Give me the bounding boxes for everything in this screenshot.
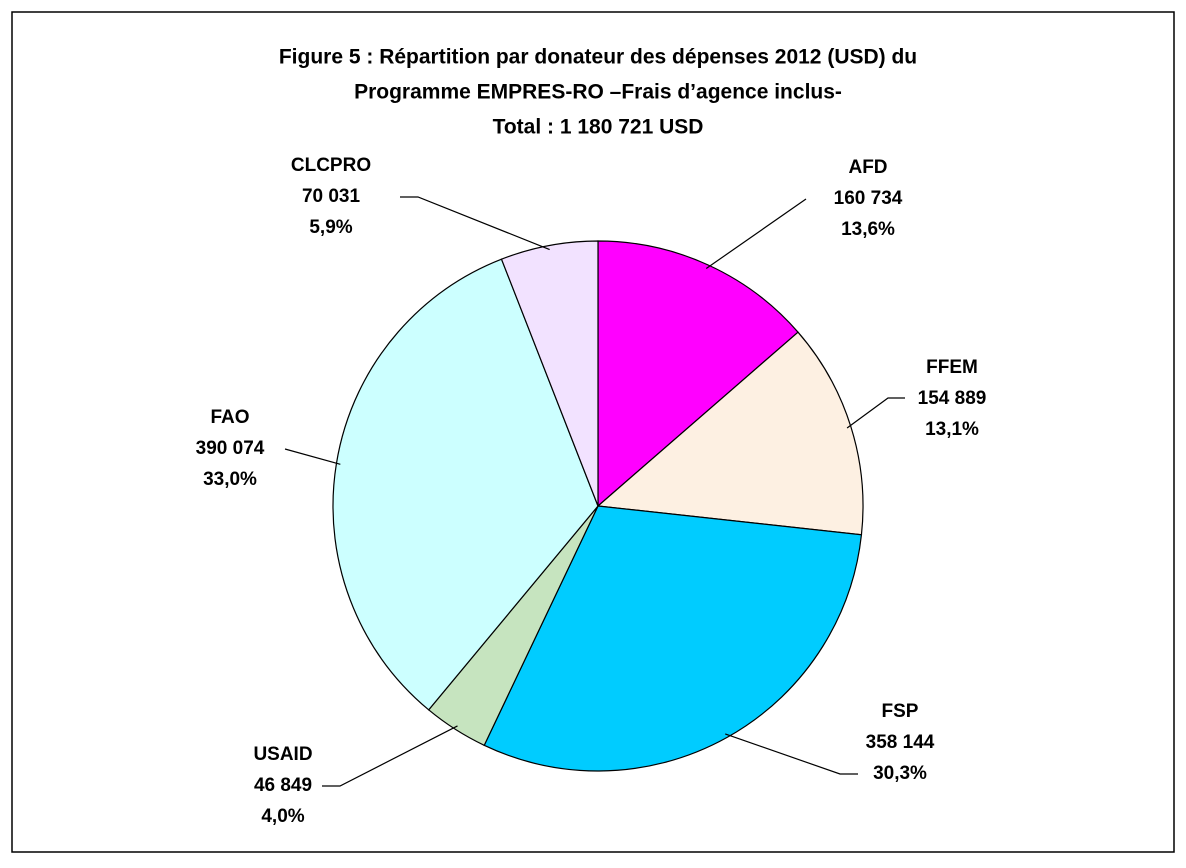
- category-label: FFEM: [926, 357, 978, 378]
- chart-title: Programme EMPRES-RO –Frais d’agence incl…: [354, 81, 842, 104]
- category-label: FAO: [210, 407, 249, 428]
- value-label: 358 144: [866, 732, 935, 753]
- value-label: 70 031: [302, 186, 361, 207]
- category-label: USAID: [253, 744, 312, 765]
- percentage-label: 5,9%: [309, 217, 352, 238]
- leader-line: [846, 397, 905, 429]
- category-label: CLCPRO: [291, 155, 371, 176]
- leader-line: [400, 196, 550, 251]
- value-label: 160 734: [834, 188, 903, 209]
- category-label: FSP: [882, 701, 919, 722]
- value-label: 46 849: [254, 775, 312, 796]
- pie-slice: [500, 240, 599, 507]
- chart-subtitle: Total : 1 180 721 USD: [493, 116, 704, 139]
- percentage-label: 13,6%: [841, 219, 895, 240]
- category-label: AFD: [848, 157, 887, 178]
- percentage-label: 33,0%: [203, 469, 257, 490]
- chart-title: Figure 5 : Répartition par donateur des …: [279, 46, 917, 69]
- leader-line: [284, 448, 341, 465]
- value-label: 390 074: [196, 438, 265, 459]
- pie-slice: [596, 331, 864, 536]
- percentage-label: 30,3%: [873, 763, 927, 784]
- leader-line: [322, 725, 458, 787]
- leader-line: [725, 733, 858, 775]
- leader-line: [705, 198, 807, 269]
- pie-slice: [597, 240, 799, 508]
- value-label: 154 889: [918, 388, 987, 409]
- pie-slice: [483, 505, 863, 772]
- percentage-label: 13,1%: [925, 419, 979, 440]
- percentage-label: 4,0%: [261, 806, 304, 827]
